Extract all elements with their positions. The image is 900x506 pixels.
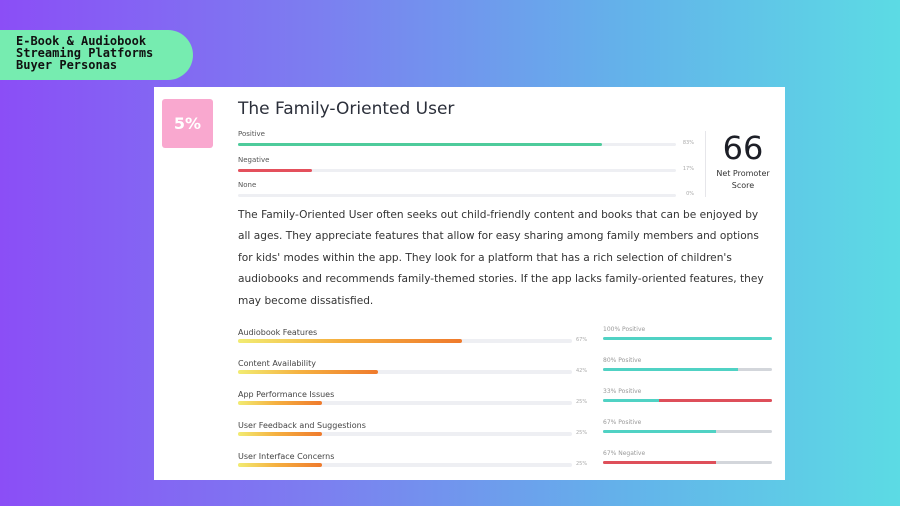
feature-track [238, 463, 572, 467]
feature-sentiment-track [603, 430, 772, 433]
positive-segment [603, 337, 772, 340]
feature-percent: 25% [576, 399, 588, 405]
slide-title-line-3: Buyer Personas [16, 58, 118, 72]
feature-row: App Performance Issues 25% 33% Positive [238, 388, 774, 416]
feature-row: User Interface Concerns 25% 67% Negative [238, 450, 774, 478]
nps-label: Net Promoter Score [708, 168, 778, 192]
persona-description: The Family-Oriented User often seeks out… [238, 209, 764, 307]
feature-sentiment-label: 67% Positive [603, 419, 642, 426]
positive-segment [603, 368, 739, 371]
feature-name: App Performance Issues [238, 390, 335, 399]
feature-fill [238, 401, 322, 405]
sentiment-label: Negative [238, 156, 270, 164]
feature-track [238, 339, 572, 343]
persona-share-badge: 5% [162, 99, 213, 148]
nps-divider [705, 131, 706, 197]
slide-title-pill: E-Book & Audiobook Streaming Platforms B… [0, 30, 193, 80]
feature-name: Audiobook Features [238, 328, 318, 337]
sentiment-track [238, 194, 676, 197]
sentiment-value: 17% [682, 166, 694, 172]
sentiment-label: Positive [238, 130, 265, 138]
feature-sentiment-track [603, 337, 772, 340]
feature-row: Audiobook Features 67% 100% Positive [238, 326, 774, 354]
feature-sentiment-label: 80% Positive [603, 357, 642, 364]
feature-sentiment-label: 33% Positive [603, 388, 642, 395]
feature-fill [238, 370, 379, 374]
nps-label-line-1: Net Promoter [716, 169, 770, 178]
feature-sentiment-track [603, 399, 772, 402]
feature-track [238, 370, 572, 374]
sentiment-row-positive: Positive 83% [238, 130, 694, 146]
feature-name: User Interface Concerns [238, 452, 335, 461]
feature-percent: 25% [576, 461, 588, 467]
feature-track [238, 401, 572, 405]
nps-label-line-2: Score [731, 181, 755, 190]
sentiment-value: 0% [686, 191, 694, 197]
persona-card: 5% The Family-Oriented User Positive 83%… [154, 87, 785, 480]
negative-segment [658, 399, 772, 402]
feature-sentiment-label: 67% Negative [603, 450, 646, 457]
feature-name: User Feedback and Suggestions [238, 421, 366, 430]
feature-name: Content Availability [238, 359, 316, 368]
feature-percent: 42% [576, 368, 588, 374]
sentiment-label: None [238, 181, 257, 189]
feature-sentiment-track [603, 461, 772, 464]
feature-row: User Feedback and Suggestions 25% 67% Po… [238, 419, 774, 447]
feature-percent: 67% [576, 337, 588, 343]
sentiment-value: 83% [682, 140, 694, 146]
sentiment-track [238, 143, 676, 146]
feature-sentiment-track [603, 368, 772, 371]
sentiment-track [238, 169, 676, 172]
feature-fill [238, 463, 322, 467]
persona-title: The Family-Oriented User [238, 99, 455, 119]
slide-title-line-1: E-Book & Audiobook [16, 34, 147, 48]
feature-percent: 25% [576, 430, 588, 436]
negative-segment [603, 461, 717, 464]
feature-fill [238, 339, 462, 343]
slide-title-line-2: Streaming Platforms [16, 46, 154, 60]
positive-segment [603, 430, 717, 433]
sentiment-fill [238, 169, 313, 172]
sentiment-fill [238, 143, 602, 146]
feature-fill [238, 432, 322, 436]
feature-track [238, 432, 572, 436]
sentiment-row-negative: Negative 17% [238, 156, 694, 172]
feature-row: Content Availability 42% 80% Positive [238, 357, 774, 385]
positive-segment [603, 399, 659, 402]
nps-value: 66 [722, 129, 764, 167]
feature-sentiment-label: 100% Positive [603, 326, 646, 333]
sentiment-row-none: None 0% [238, 181, 694, 197]
